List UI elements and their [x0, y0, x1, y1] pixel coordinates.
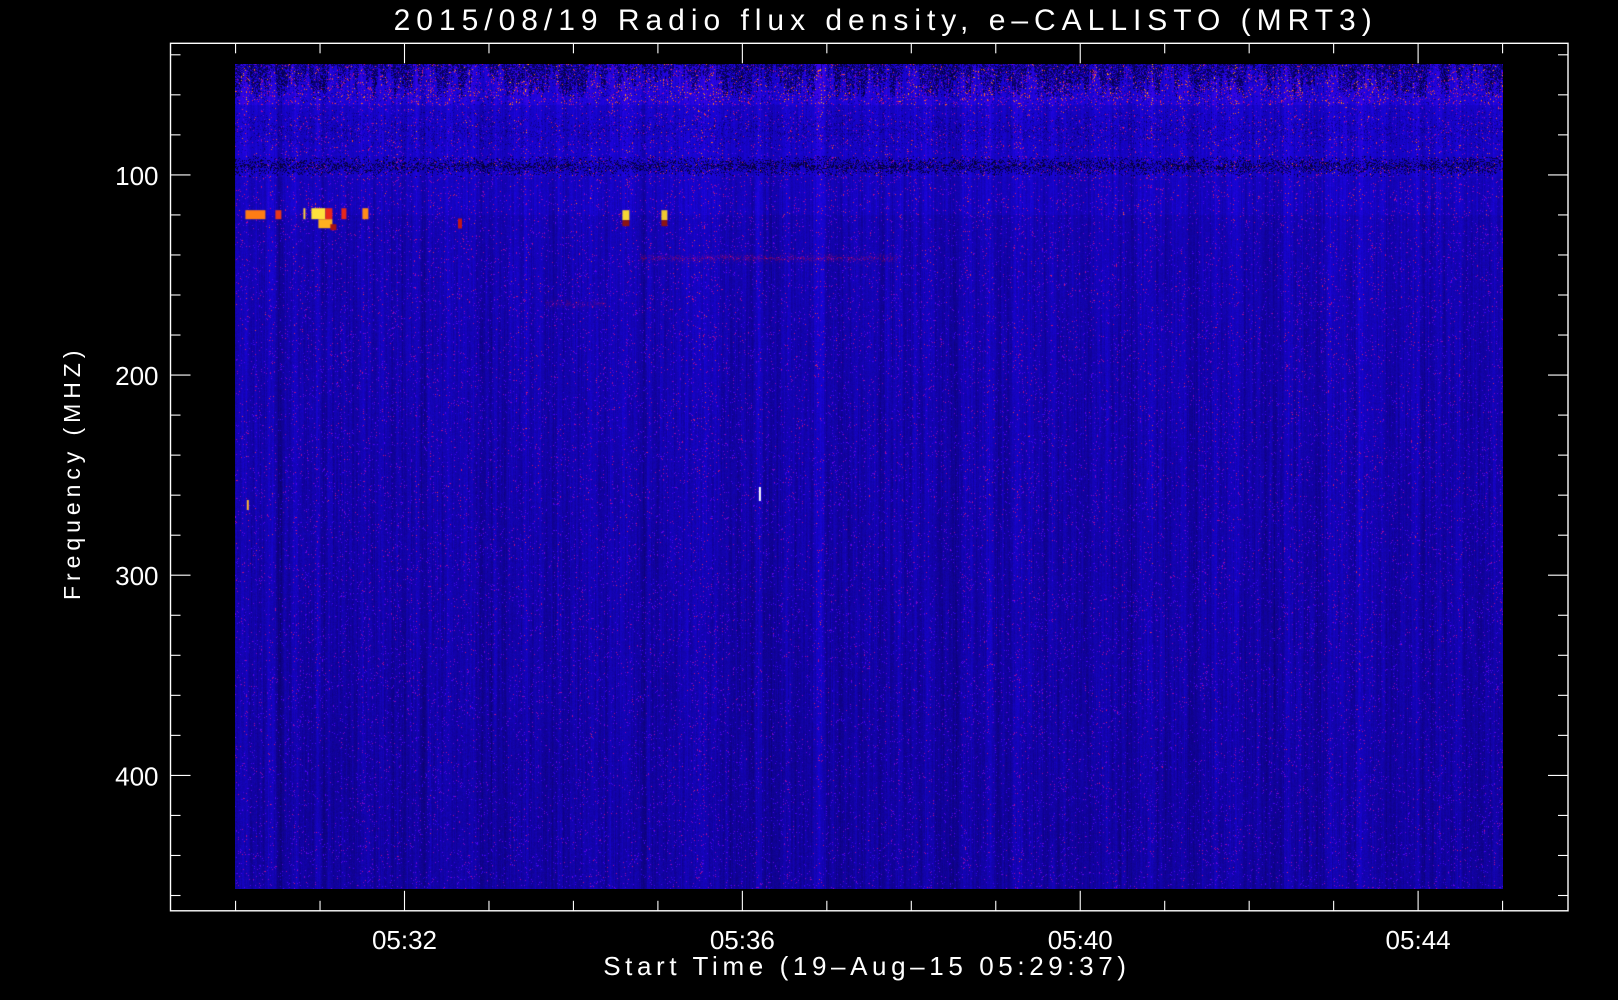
svg-text:100: 100	[115, 161, 158, 191]
svg-text:400: 400	[115, 761, 158, 791]
svg-text:05:40: 05:40	[1048, 925, 1113, 955]
svg-text:200: 200	[115, 361, 158, 391]
svg-text:05:36: 05:36	[710, 925, 775, 955]
svg-text:Frequency (MHZ): Frequency (MHZ)	[59, 346, 85, 600]
svg-text:05:44: 05:44	[1386, 925, 1451, 955]
svg-text:2015/08/19 Radio flux densit: 2015/08/19 Radio flux density, e–CALLIST…	[394, 4, 1378, 37]
svg-text:300: 300	[115, 561, 158, 591]
svg-text:Start Time (19–Aug–15 05:29:37: Start Time (19–Aug–15 05:29:37)	[603, 951, 1130, 981]
svg-text:05:32: 05:32	[372, 925, 437, 955]
